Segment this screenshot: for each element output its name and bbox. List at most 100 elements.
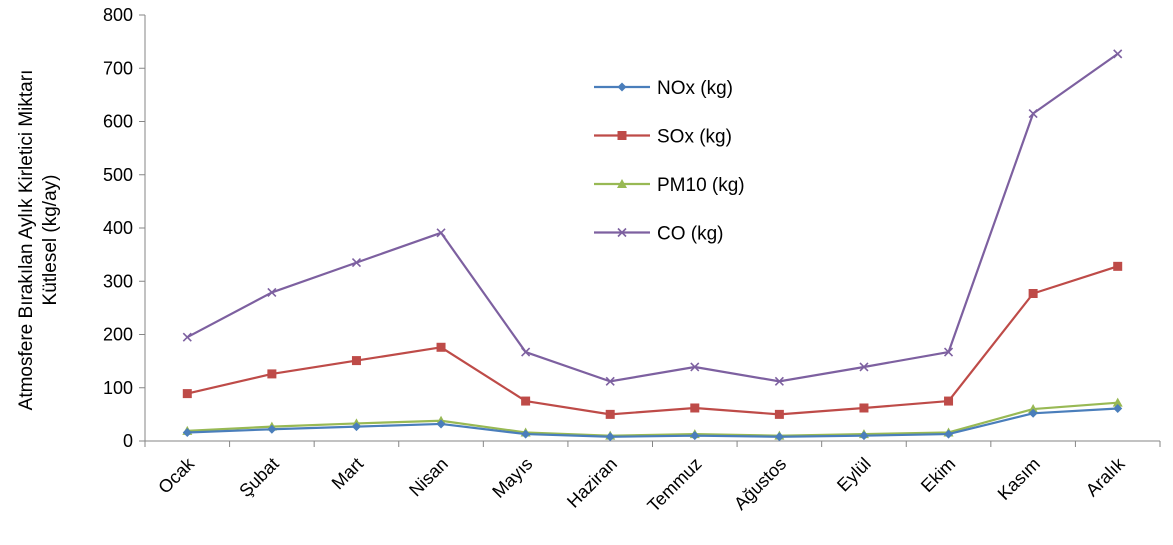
- x-marker-stroke: [943, 347, 954, 357]
- y-tick-label: 0: [123, 431, 133, 451]
- y-tick-label: 500: [103, 165, 133, 185]
- x-marker: [436, 228, 446, 238]
- square-marker: [605, 409, 615, 419]
- square-marker: [1028, 288, 1038, 298]
- y-tick-label: 100: [103, 378, 133, 398]
- x-marker: [859, 362, 869, 372]
- x-tick-label: Kasım: [994, 454, 1044, 504]
- series-line: [187, 407, 1118, 438]
- x-tick-label: Ağustos: [730, 454, 790, 514]
- diamond-marker: [351, 422, 361, 432]
- x-marker: [605, 376, 615, 386]
- square-marker: [1113, 261, 1123, 271]
- diamond-marker: [690, 431, 700, 441]
- diamond-marker: [617, 82, 627, 92]
- legend-label: NOx (kg): [657, 78, 733, 99]
- diamond-marker: [521, 429, 531, 439]
- x-marker: [943, 347, 954, 357]
- x-tick-label: Ekim: [917, 454, 959, 496]
- diamond-marker: [1028, 408, 1038, 418]
- diamond-marker: [774, 432, 784, 442]
- x-tick-label: Ocak: [154, 453, 199, 498]
- x-tick-label: Haziran: [563, 454, 621, 512]
- x-marker-stroke: [605, 376, 615, 386]
- x-marker: [182, 332, 192, 342]
- square-marker: [267, 369, 277, 379]
- x-marker-stroke: [617, 227, 627, 238]
- x-tick-label: Mayıs: [488, 454, 536, 502]
- y-tick-label: 300: [103, 271, 133, 291]
- y-axis: 0 100 200 300 400 500 600 700 800: [103, 5, 146, 451]
- x-marker: [774, 376, 784, 386]
- diamond-marker: [859, 431, 869, 441]
- legend-item: SOx (kg): [594, 127, 732, 148]
- square-marker: [617, 131, 627, 140]
- diamond-marker: [267, 424, 277, 434]
- x-marker-stroke: [182, 332, 192, 342]
- x-marker-stroke: [774, 376, 784, 386]
- series-nox-kg: [182, 404, 1123, 442]
- x-marker: [267, 287, 277, 297]
- x-marker: [521, 347, 531, 357]
- x-marker: [617, 227, 627, 238]
- x-marker-stroke: [690, 362, 700, 372]
- square-marker: [521, 396, 531, 406]
- square-marker: [436, 342, 446, 352]
- x-tick-label: Mart: [328, 454, 368, 494]
- x-marker: [690, 362, 700, 372]
- plot-area: [182, 49, 1123, 442]
- x-marker-stroke: [521, 347, 531, 357]
- square-marker: [182, 389, 192, 399]
- y-axis-title-line-2: Kütlesel (kg/ay): [40, 175, 61, 306]
- x-marker: [1113, 49, 1123, 59]
- legend-label: PM10 (kg): [657, 175, 745, 196]
- diamond-marker: [182, 427, 192, 437]
- y-axis-title-line-1: Atmosfere Bırakılan Aylık Kirletici Mikt…: [16, 70, 37, 411]
- x-tick-label: Nisan: [405, 454, 452, 501]
- diamond-marker: [436, 419, 446, 429]
- series-sox-kg: [182, 261, 1123, 419]
- square-marker: [351, 356, 361, 366]
- x-tick-label: Aralık: [1082, 453, 1129, 500]
- x-marker: [351, 258, 362, 268]
- x-marker-stroke: [351, 258, 362, 268]
- y-axis-title: Atmosfere Bırakılan Aylık Kirletici Mikt…: [16, 70, 61, 411]
- legend-item: PM10 (kg): [594, 175, 745, 196]
- series-pm10-kg: [182, 397, 1123, 440]
- x-marker-stroke: [859, 362, 869, 372]
- legend-label: CO (kg): [657, 224, 724, 245]
- x-marker-stroke: [1028, 108, 1038, 119]
- diamond-marker: [944, 429, 954, 439]
- legend-item: NOx (kg): [594, 78, 733, 99]
- x-marker-stroke: [1113, 49, 1123, 59]
- y-tick-label: 600: [103, 112, 133, 132]
- x-marker: [1028, 108, 1038, 119]
- x-marker-stroke: [267, 287, 277, 297]
- triangle-marker: [1112, 397, 1123, 407]
- legend: NOx (kg) SOx (kg) PM10 (kg) CO (kg): [594, 78, 745, 245]
- y-tick-label: 200: [103, 325, 133, 345]
- diamond-marker: [1113, 404, 1123, 414]
- series-co-kg: [182, 49, 1123, 386]
- y-tick-label: 400: [103, 218, 133, 238]
- series-line: [187, 401, 1118, 437]
- legend-label: SOx (kg): [657, 127, 732, 148]
- series-line: [186, 52, 1119, 383]
- triangle-marker: [1028, 404, 1039, 414]
- series-line: [187, 265, 1119, 416]
- square-marker: [944, 396, 954, 406]
- x-tick-label: Şubat: [235, 454, 282, 501]
- diamond-marker: [605, 432, 615, 442]
- x-axis: Ocak Şubat Mart Nisan Mayıs Haziran Temmuz Ağus…: [144, 440, 1161, 516]
- square-marker: [690, 403, 700, 413]
- x-tick-label: Temmuz: [643, 454, 705, 516]
- square-marker: [774, 409, 784, 419]
- x-marker-stroke: [436, 228, 446, 238]
- legend-item: CO (kg): [594, 224, 724, 245]
- y-tick-label: 700: [103, 58, 133, 78]
- x-tick-label: Eylül: [833, 454, 875, 496]
- square-marker: [859, 403, 869, 413]
- triangle-marker: [617, 179, 627, 188]
- y-tick-label: 800: [103, 5, 133, 25]
